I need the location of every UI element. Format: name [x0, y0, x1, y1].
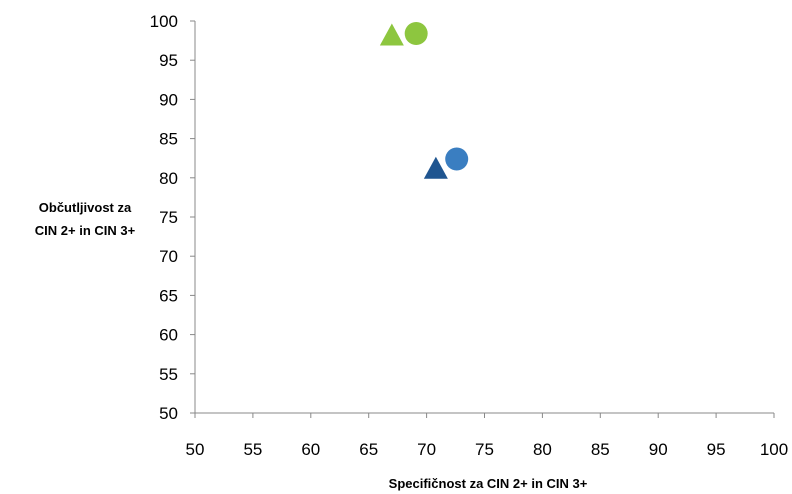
- x-tick-label: 55: [243, 440, 262, 459]
- y-ticks: 50 55 60 65 70 75 80 85 90 95 100: [150, 12, 195, 423]
- y-tick-label: 90: [159, 90, 178, 109]
- y-tick-label: 85: [159, 130, 178, 149]
- x-tick-label: 85: [591, 440, 610, 459]
- y-axis-title-line-2: CIN 2+ in CIN 3+: [35, 223, 136, 238]
- data-point-triangle: [423, 156, 448, 179]
- y-tick-label: 60: [159, 326, 178, 345]
- x-axis-title: Specifičnost za CIN 2+ in CIN 3+: [389, 476, 588, 491]
- y-tick-label: 65: [159, 286, 178, 305]
- x-tick-label: 60: [301, 440, 320, 459]
- y-tick-label: 100: [150, 12, 178, 31]
- y-tick-label: 80: [159, 169, 178, 188]
- y-tick-label: 55: [159, 365, 178, 384]
- axes: [194, 21, 774, 414]
- x-tick-label: 50: [186, 440, 205, 459]
- data-point-circle: [445, 147, 469, 171]
- x-tick-label: 90: [649, 440, 668, 459]
- x-tick-label: 65: [359, 440, 378, 459]
- x-tick-label: 100: [760, 440, 788, 459]
- y-tick-label: 70: [159, 247, 178, 266]
- y-axis-title-line-1: Občutljivost za: [39, 200, 132, 215]
- x-tick-label: 95: [707, 440, 726, 459]
- x-ticks: 50 55 60 65 70 75 80 85 90 95 100: [186, 413, 788, 459]
- y-tick-label: 95: [159, 51, 178, 70]
- data-point-circle: [404, 22, 428, 46]
- data-points: [379, 22, 469, 179]
- x-tick-label: 75: [475, 440, 494, 459]
- data-point-triangle: [379, 23, 404, 46]
- x-tick-label: 70: [417, 440, 436, 459]
- y-tick-label: 50: [159, 404, 178, 423]
- x-tick-label: 80: [533, 440, 552, 459]
- y-tick-label: 75: [159, 208, 178, 227]
